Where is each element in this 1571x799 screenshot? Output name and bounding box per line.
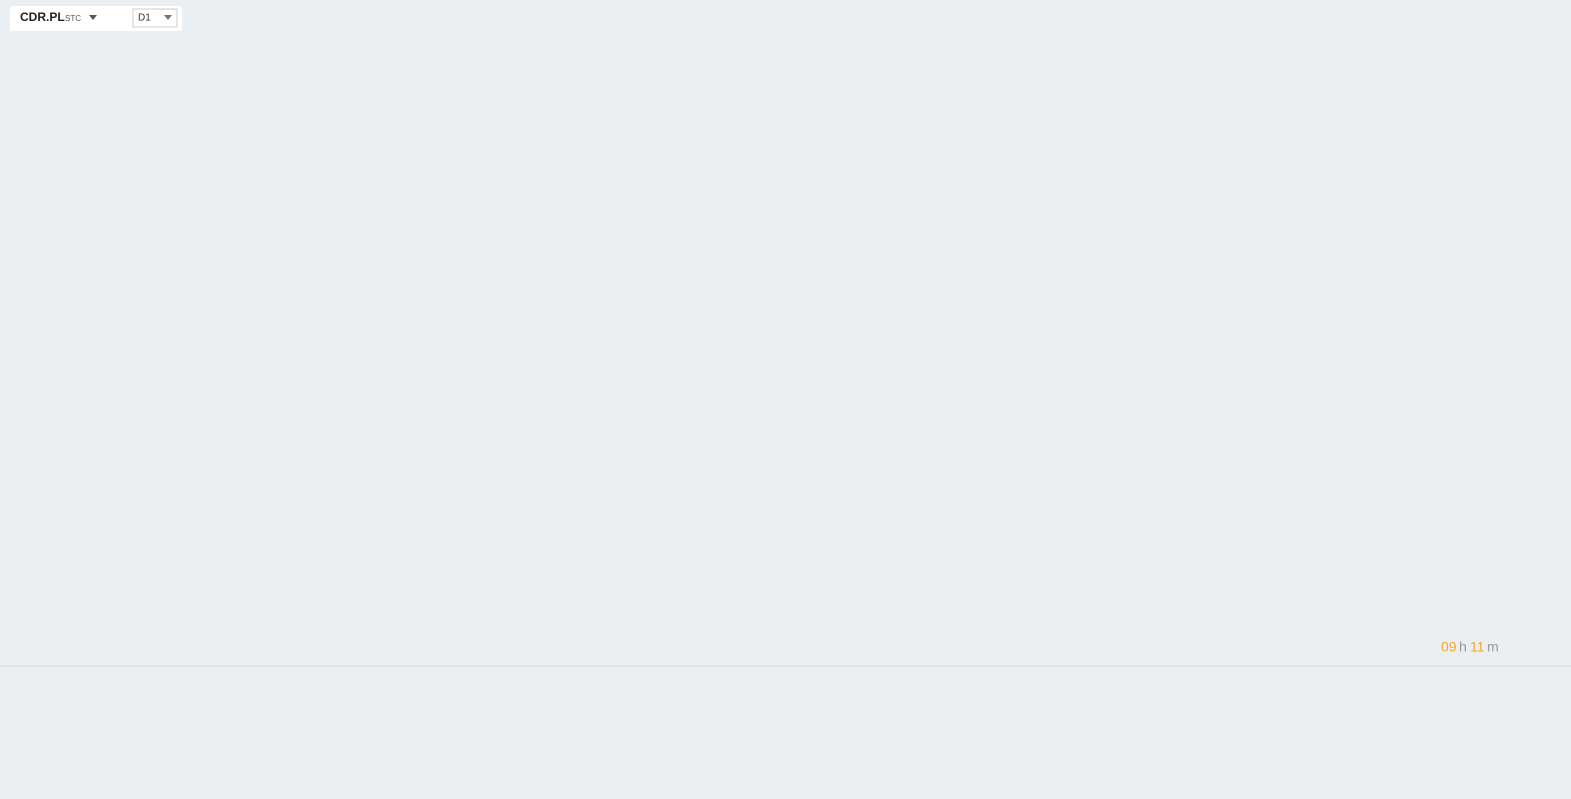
interval[interactable]: D1 bbox=[138, 13, 151, 24]
timer-hours: 09 bbox=[1441, 639, 1457, 655]
timer-minutes-unit: m bbox=[1487, 639, 1499, 655]
interval-dropdown[interactable] bbox=[164, 15, 172, 20]
timer-hours-unit: h bbox=[1459, 639, 1467, 655]
timer-minutes: 11 bbox=[1470, 639, 1485, 655]
interval-select[interactable] bbox=[132, 8, 178, 28]
symbol[interactable]: CDR.PL bbox=[20, 10, 65, 24]
market: STC bbox=[65, 14, 81, 23]
symbol-dropdown[interactable] bbox=[89, 15, 97, 20]
